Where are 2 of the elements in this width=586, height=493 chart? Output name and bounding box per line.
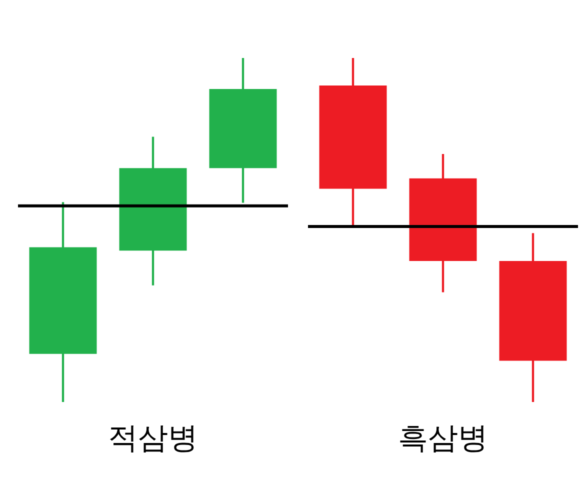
text: 적삼병 <box>108 420 198 456</box>
text: 흑삼병 <box>398 420 488 456</box>
